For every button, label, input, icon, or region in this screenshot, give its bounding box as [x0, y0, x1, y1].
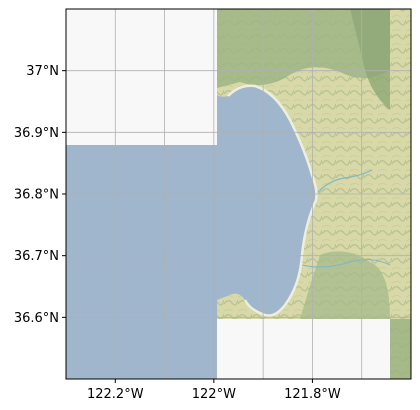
- x-axis: 122.2°W 122°W 121.8°W: [87, 379, 341, 402]
- river-line: [317, 169, 373, 193]
- y-tick-label: 36.9°N: [14, 126, 59, 141]
- y-tick-label: 36.7°N: [14, 249, 59, 264]
- forest-area-south: [300, 251, 390, 319]
- y-tick-label: 37°N: [26, 64, 59, 79]
- x-tick-label: 122.2°W: [87, 387, 144, 402]
- x-tick-label: 121.8°W: [284, 387, 341, 402]
- forest-area-southeast: [390, 319, 411, 379]
- gridlines: [66, 9, 411, 379]
- missing-tile-southwest: [217, 319, 390, 379]
- y-axis: 37°N 36.9°N 36.8°N 36.7°N 36.6°N: [14, 64, 66, 326]
- forest-area-north: [217, 9, 390, 88]
- x-tick-label: 122°W: [192, 387, 236, 402]
- y-tick-label: 36.8°N: [14, 188, 59, 203]
- monterey-bay-water: [217, 85, 317, 316]
- y-tick-label: 36.6°N: [14, 311, 59, 326]
- forest-ridge-east: [350, 9, 390, 110]
- river-line-south: [301, 259, 391, 268]
- coastline: [227, 84, 318, 317]
